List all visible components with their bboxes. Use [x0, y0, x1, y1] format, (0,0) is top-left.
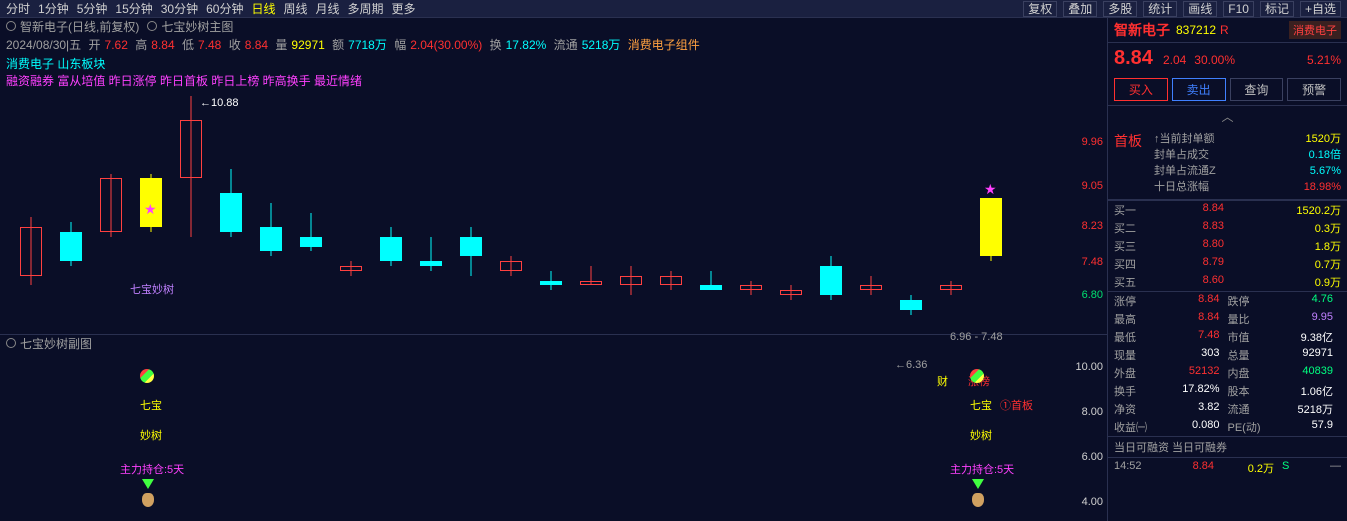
high-label: ←10.88	[200, 97, 239, 109]
alert-button[interactable]: 预警	[1287, 78, 1341, 101]
bid-row: 买一8.841520.2万	[1108, 201, 1347, 219]
bid-row: 买五8.600.9万	[1108, 273, 1347, 291]
panel-header: 智新电子 837212 R 消费电子	[1108, 18, 1347, 43]
last-tick: 14:52 8.84 0.2万 S —	[1108, 457, 1347, 478]
margin-row: 当日可融资 当日可融券	[1108, 436, 1347, 457]
stats-grid: 涨停8.84跌停4.76最高8.84量比9.95最低7.48市值9.38亿现量3…	[1108, 292, 1347, 436]
seal-info: 首板 ↑当前封单额1520万封单占成交0.18倍封单占流通Z5.67%十日总涨幅…	[1108, 127, 1347, 200]
tool-F10[interactable]: F10	[1223, 1, 1254, 17]
tags-2: 融资融券 富从培值 昨日涨停 昨日首板 昨日上榜 昨高换手 最近情绪	[6, 72, 1101, 89]
sector-tag[interactable]: 消费电子	[1289, 21, 1341, 39]
timeframe-日线[interactable]: 日线	[251, 2, 275, 16]
star-icon: ★	[144, 201, 157, 218]
timeframe-60分钟[interactable]: 60分钟	[206, 2, 243, 16]
ohlc-bar: 2024/08/30|五 开7.62 高8.84 低7.48 收8.84 量92…	[0, 34, 1107, 55]
arrow-down-icon	[972, 479, 984, 489]
chart-header: 智新电子(日线,前复权) 七宝妙树主图	[0, 18, 1107, 34]
timeframe-多周期[interactable]: 多周期	[348, 2, 384, 16]
quote-panel: 智新电子 837212 R 消费电子 8.84 2.04 30.00% 5.21…	[1107, 18, 1347, 521]
tool-叠加[interactable]: 叠加	[1063, 1, 1097, 17]
stat-row: 现量303总量92971	[1108, 346, 1347, 364]
moneybag-icon	[972, 493, 984, 507]
miaoshu-label: 妙树	[140, 427, 162, 443]
tags-1: 消费电子 山东板块	[6, 55, 1101, 72]
miaoshu-label: 妙树	[970, 427, 992, 443]
timeframe-5分钟[interactable]: 5分钟	[77, 2, 108, 16]
tool-统计[interactable]: 统计	[1143, 1, 1177, 17]
tool-+自选[interactable]: +自选	[1300, 1, 1341, 17]
timeframe-周线[interactable]: 周线	[283, 2, 307, 16]
buy-button[interactable]: 买入	[1114, 78, 1168, 101]
bid-row: 买四8.790.7万	[1108, 255, 1347, 273]
stat-row: 最低7.48市值9.38亿	[1108, 328, 1347, 346]
qibao-label: 七宝	[140, 397, 162, 413]
stat-row: 净资3.82流通5218万	[1108, 400, 1347, 418]
shouban-label: ①首板	[1000, 397, 1033, 413]
tool-多股[interactable]: 多股	[1103, 1, 1137, 17]
bid-row: 买三8.801.8万	[1108, 237, 1347, 255]
low-range: 6.96 - 7.48	[950, 331, 1003, 343]
rgb-marker-icon	[140, 369, 154, 383]
stat-row: 收益㈠0.080PE(动)57.9	[1108, 418, 1347, 436]
chart-subtitle: 七宝妙树主图	[161, 18, 233, 35]
stat-row: 换手17.82%股本1.06亿	[1108, 382, 1347, 400]
gear-icon[interactable]	[147, 21, 157, 31]
timeframe-1分钟[interactable]: 1分钟	[38, 2, 69, 16]
sell-button[interactable]: 卖出	[1172, 78, 1226, 101]
chart-column: 智新电子(日线,前复权) 七宝妙树主图 2024/08/30|五 开7.62 高…	[0, 18, 1107, 521]
main-kline-chart[interactable]: 9.969.058.237.486.80 ←10.88 ★ ★ 七宝妙树 6.9…	[0, 91, 1107, 335]
sub-chart-header: 七宝妙树副图	[0, 335, 1107, 351]
rgb-marker-icon	[970, 369, 984, 383]
tool-画线[interactable]: 画线	[1183, 1, 1217, 17]
timeframe-15分钟[interactable]: 15分钟	[115, 2, 152, 16]
query-button[interactable]: 查询	[1230, 78, 1284, 101]
moneybag-icon	[142, 493, 154, 507]
collapse-icon[interactable]: ︿	[1108, 106, 1347, 127]
tool-复权[interactable]: 复权	[1023, 1, 1057, 17]
zhuli-label: 主力持仓:5天	[120, 461, 184, 477]
stat-row: 外盘52132内盘40839	[1108, 364, 1347, 382]
timeframe-30分钟[interactable]: 30分钟	[161, 2, 198, 16]
sub-indicator-chart[interactable]: 10.008.006.004.00 七宝 妙树 主力持仓:5天 七宝 ①首板 妙…	[0, 351, 1107, 521]
bid-list: 买一8.841520.2万买二8.830.3万买三8.801.8万买四8.790…	[1108, 200, 1347, 292]
qibao-label: 七宝	[970, 397, 992, 413]
gear-icon[interactable]	[6, 21, 16, 31]
tree-label: 七宝妙树	[130, 281, 174, 297]
timeframe-toolbar: 分时 1分钟 5分钟 15分钟 30分钟 60分钟日线周线月线多周期更多 复权叠加多股统计…	[0, 0, 1347, 18]
price-row: 8.84 2.04 30.00% 5.21%	[1108, 43, 1347, 74]
stat-row: 涨停8.84跌停4.76	[1108, 292, 1347, 310]
timeframe-更多[interactable]: 更多	[392, 2, 416, 16]
timeframe-月线[interactable]: 月线	[316, 2, 340, 16]
bid-row: 买二8.830.3万	[1108, 219, 1347, 237]
arrow-down-icon	[142, 479, 154, 489]
chart-title: 智新电子(日线,前复权)	[20, 18, 139, 35]
zhuli-label: 主力持仓:5天	[950, 461, 1014, 477]
timeframe-分时[interactable]: 分时	[6, 2, 30, 16]
tool-标记[interactable]: 标记	[1260, 1, 1294, 17]
stat-row: 最高8.84量比9.95	[1108, 310, 1347, 328]
star-icon: ★	[984, 181, 997, 198]
gear-icon[interactable]	[6, 338, 16, 348]
